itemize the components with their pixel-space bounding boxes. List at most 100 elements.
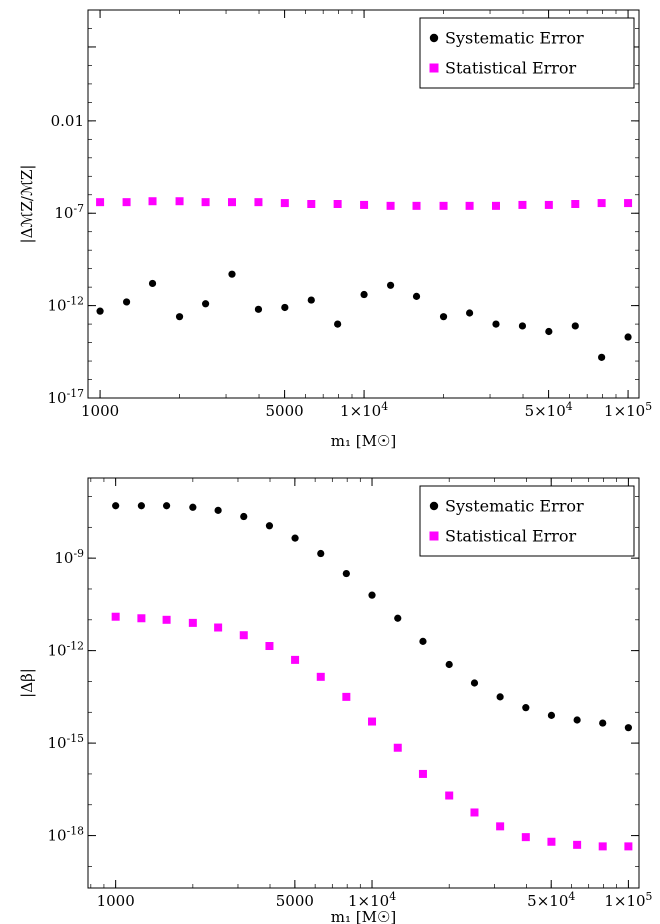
data-point [280,199,289,208]
data-point [522,704,530,712]
legend-marker-square [429,63,439,73]
data-point [239,631,248,640]
plot-frame [87,9,640,399]
data-point [412,292,421,300]
data-point [470,679,479,687]
series-systematic-error [112,502,632,732]
data-point [281,303,289,312]
data-point [465,309,474,317]
x-axis-label: m₁ [M☉] [331,908,397,924]
data-point [465,201,474,210]
data-point [96,307,104,315]
x-axis-label: m₁ [M☉] [331,432,397,450]
x-tick-label: 1×104 [348,890,396,911]
data-point [496,693,504,701]
data-point [265,642,274,651]
data-point [470,808,479,817]
legend: Systematic Error Statistical Error [419,17,635,89]
data-point [598,842,607,851]
data-point [316,672,325,681]
x-tick-label: 5×104 [527,890,575,911]
data-point [214,623,223,632]
data-point [162,615,171,624]
data-point [439,313,448,321]
data-point [112,502,120,510]
y-axis-label: |ΔℳZ/ℳZ| [18,165,36,244]
legend: Systematic Error Statistical Error [419,485,635,557]
data-point [265,522,274,530]
data-point [521,833,530,842]
legend-label: Systematic Error [445,497,584,516]
data-point [412,201,421,210]
data-point [137,614,146,623]
data-point [360,290,368,299]
data-point [342,692,351,701]
data-point [418,769,427,778]
data-point [228,270,236,278]
x-tick-label: 5000 [276,892,314,910]
data-point [624,724,632,732]
data-point [545,327,553,336]
data-point [317,549,325,558]
data-point [624,333,632,341]
data-point [334,320,342,328]
data-point [137,502,145,510]
data-point [291,655,300,664]
data-point [122,198,131,207]
data-point [307,296,315,304]
data-point [571,322,579,330]
data-point [547,711,556,719]
data-point [148,197,157,206]
x-tick-label: 1000 [81,402,119,420]
data-point [148,279,157,288]
data-point [214,506,222,514]
legend-box [419,485,635,557]
data-point [240,512,248,521]
data-point [518,200,527,209]
data-point [201,198,210,207]
data-point [393,743,402,752]
y-tick-label: 10-18 [48,824,85,845]
data-point [573,840,582,849]
y-tick-label: 10-12 [48,294,84,315]
panel-1: 1000 5000 1×104 5×104 1×105 0.01 10-7 10-12 10-1… [18,9,652,450]
data-point [394,614,402,622]
data-point [254,305,263,313]
series-statistical-error [111,612,633,851]
data-point [175,197,184,206]
legend-marker-square [429,531,439,541]
data-point [445,660,453,669]
data-point [188,618,197,627]
data-point [571,200,580,208]
data-point [162,502,171,510]
legend-box [419,17,635,89]
y-tick-label: 10-7 [54,202,84,223]
data-point [573,716,581,724]
x-tick-label: 1×105 [604,400,652,421]
data-point [368,717,377,726]
data-point [111,612,120,621]
data-point [386,201,395,210]
legend-label: Systematic Error [445,29,584,48]
data-point [439,201,448,210]
series-systematic-error [96,270,632,361]
data-point [360,200,369,209]
x-tick-label: 1×105 [604,890,652,911]
y-tick-label: 10-15 [48,732,85,753]
data-point [291,534,299,542]
y-axis-label: |Δβ| [18,668,36,698]
data-point [544,200,553,209]
x-tick-label: 5×104 [525,400,573,421]
legend-label: Statistical Error [445,59,577,78]
data-point [624,842,633,851]
legend-label: Statistical Error [445,527,577,546]
data-point [492,320,500,328]
data-point [547,837,556,846]
y-tick-label: 10-17 [48,387,85,408]
data-point [419,637,427,645]
data-point [368,591,376,599]
data-point [624,199,633,208]
data-point [598,353,606,361]
legend-marker-circle [429,33,439,43]
